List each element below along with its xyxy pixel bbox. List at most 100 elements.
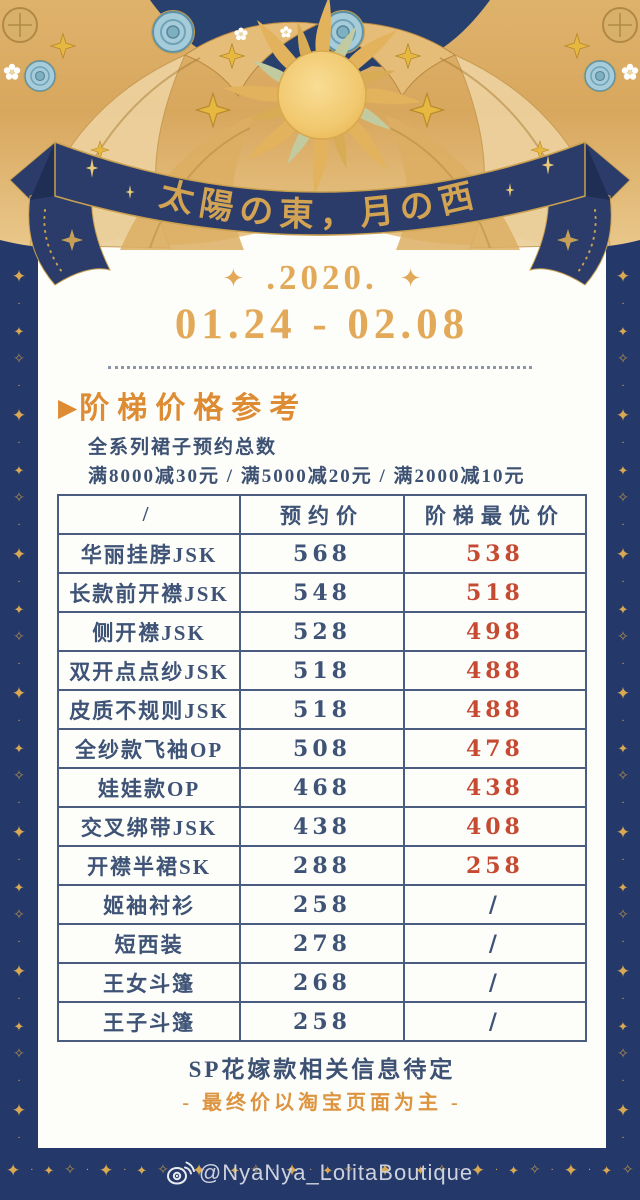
star-icon: ·: [621, 438, 625, 449]
star-icon: ✧: [342, 1162, 355, 1178]
star-icon: ✦: [284, 1161, 300, 1180]
star-icon: ✦: [11, 962, 27, 981]
star-icon: ✦: [13, 463, 25, 478]
table-row: 全纱款飞袖OP 508 478: [56, 728, 588, 769]
table-row: 皮质不规则JSK 518 488: [56, 689, 588, 730]
star-icon: ✧: [617, 769, 629, 784]
tier-best-price-cell: 408: [402, 806, 588, 847]
star-icon: ·: [17, 994, 21, 1005]
star-icon: ·: [308, 1164, 313, 1176]
star-icon: ·: [17, 659, 21, 670]
star-icon: ✦: [615, 267, 631, 286]
star-icon: ✦: [615, 1101, 631, 1120]
section-heading-text: 阶梯价格参考: [79, 392, 308, 425]
star-icon: ✦: [617, 463, 629, 478]
star-icon: ·: [621, 381, 625, 392]
star-icon: ✧: [13, 352, 25, 367]
star-icon: ·: [621, 577, 625, 588]
star-icon: ✦: [11, 823, 27, 842]
star-icon: ✧: [250, 1162, 262, 1178]
item-name-cell: 短西装: [56, 923, 242, 964]
star-icon: ·: [621, 798, 625, 809]
star-icon: ✧: [621, 1162, 634, 1178]
rose-icon: [23, 59, 57, 93]
section-heading: ▶阶梯价格参考: [58, 383, 307, 427]
star-icon: ✧: [64, 1162, 76, 1178]
table-row: 华丽挂脖JSK 568 538: [56, 533, 588, 574]
star-icon: ✦: [136, 1163, 148, 1178]
star-icon: ·: [457, 1164, 461, 1176]
item-name-cell: 双开点点纱JSK: [56, 650, 242, 691]
star-icon: ✦: [508, 1163, 520, 1178]
tier-best-price-cell: /: [402, 884, 588, 925]
star-icon: ✦: [43, 1163, 55, 1178]
star-icon: ✦: [601, 1163, 612, 1178]
watermark-text: @NyaNya_LolitaBoutique: [198, 1160, 474, 1185]
star-icon: ✧: [13, 630, 25, 645]
star-icon: ✦: [11, 684, 27, 703]
item-name-cell: 开襟半裙SK: [56, 845, 242, 886]
watermark: @NyaNya_LolitaBoutique: [0, 1160, 640, 1186]
star-icon: ✦: [322, 1163, 334, 1178]
preorder-price-cell: 268: [239, 962, 405, 1003]
tier-best-price-cell: 488: [402, 650, 588, 691]
table-header-row: / 预约价 阶梯最优价: [56, 494, 588, 535]
star-icon: ✦: [377, 1161, 393, 1180]
tier-best-price-cell: /: [402, 923, 588, 964]
tier-best-price-cell: 518: [402, 572, 588, 613]
star-icon: ·: [85, 1164, 90, 1176]
star-icon: ✦: [617, 880, 629, 895]
star-icon: ·: [17, 1076, 21, 1087]
sparkle-icon: ✦: [222, 264, 245, 294]
bottom-bar: ✦ · ✦ ✧ · ✦ · ✦ ✧ · ✦ · ✦ ✧ · ✦ · ✦ ✧ · ✦ · ✦ ✧ · ✦ · ✦ ✧ · ✦ · ✦ ✧ @NyaN…: [0, 1148, 640, 1200]
preorder-price-cell: 278: [239, 923, 405, 964]
rose-icon: [583, 59, 617, 93]
col-header-tier-best-price: 阶梯最优价: [402, 494, 588, 535]
tier-best-price-cell: 258: [402, 845, 588, 886]
preorder-price-cell: 518: [239, 689, 405, 730]
star-icon: ✦: [617, 324, 629, 339]
star-icon: ·: [17, 855, 21, 866]
star-icon: ✧: [435, 1162, 448, 1178]
star-icon: ✧: [13, 769, 25, 784]
star-icon: ·: [17, 716, 21, 727]
star-icon: ·: [550, 1164, 554, 1176]
star-icon: ✦: [563, 1161, 578, 1180]
item-name-cell: 长款前开襟JSK: [56, 572, 242, 613]
star-icon: ·: [178, 1164, 183, 1176]
preorder-price-cell: 508: [239, 728, 405, 769]
preorder-price-cell: 258: [239, 1001, 405, 1042]
sun-icon: [223, 0, 421, 194]
tier-best-price-cell: 488: [402, 689, 588, 730]
col-header-item: /: [56, 494, 242, 535]
year-text: .2020.: [266, 258, 378, 297]
star-icon: ✧: [528, 1162, 541, 1178]
star-icon: ✦: [615, 823, 631, 842]
final-price-note: - 最终价以淘宝页面为主 -: [182, 1092, 462, 1114]
star-icon: ·: [621, 1133, 625, 1144]
star-icon: ✦: [13, 1019, 25, 1034]
star-icon: ✦: [617, 1019, 629, 1034]
table-row: 短西装 278 /: [56, 923, 588, 964]
table-row: 开襟半裙SK 288 258: [56, 845, 588, 886]
date-range: 01.24 - 02.08: [174, 301, 470, 348]
preorder-price-cell: 528: [239, 611, 405, 652]
item-name-cell: 王女斗篷: [56, 962, 242, 1003]
preorder-total-line: 全系列裙子预约总数: [88, 437, 278, 458]
tier-best-price-cell: 438: [402, 767, 588, 808]
table-row: 娃娃款OP 468 438: [56, 767, 588, 808]
star-icon: ✦: [470, 1161, 486, 1180]
preorder-price-cell: 468: [239, 767, 405, 808]
item-name-cell: 娃娃款OP: [56, 767, 242, 808]
star-icon: ✦: [13, 880, 25, 895]
rose-icon: [150, 9, 196, 55]
date-block: ✦ .2020. ✦ 01.24 - 02.08: [38, 258, 606, 349]
preorder-price-cell: 438: [239, 806, 405, 847]
price-table: / 预约价 阶梯最优价 华丽挂脖JSK 568 538 长款前开襟JSK 548…: [56, 494, 588, 1042]
star-icon: ✦: [11, 267, 27, 286]
weibo-icon: [166, 1161, 195, 1185]
table-row: 侧开襟JSK 528 498: [56, 611, 588, 652]
bottom-star-row: ✦ · ✦ ✧ · ✦ · ✦ ✧ · ✦ · ✦ ✧ · ✦ · ✦ ✧ · ✦ · ✦ ✧ · ✦ · ✦ ✧ · ✦ · ✦ ✧: [0, 1162, 640, 1179]
star-icon: ·: [17, 520, 21, 531]
star-icon: ✧: [13, 491, 25, 506]
